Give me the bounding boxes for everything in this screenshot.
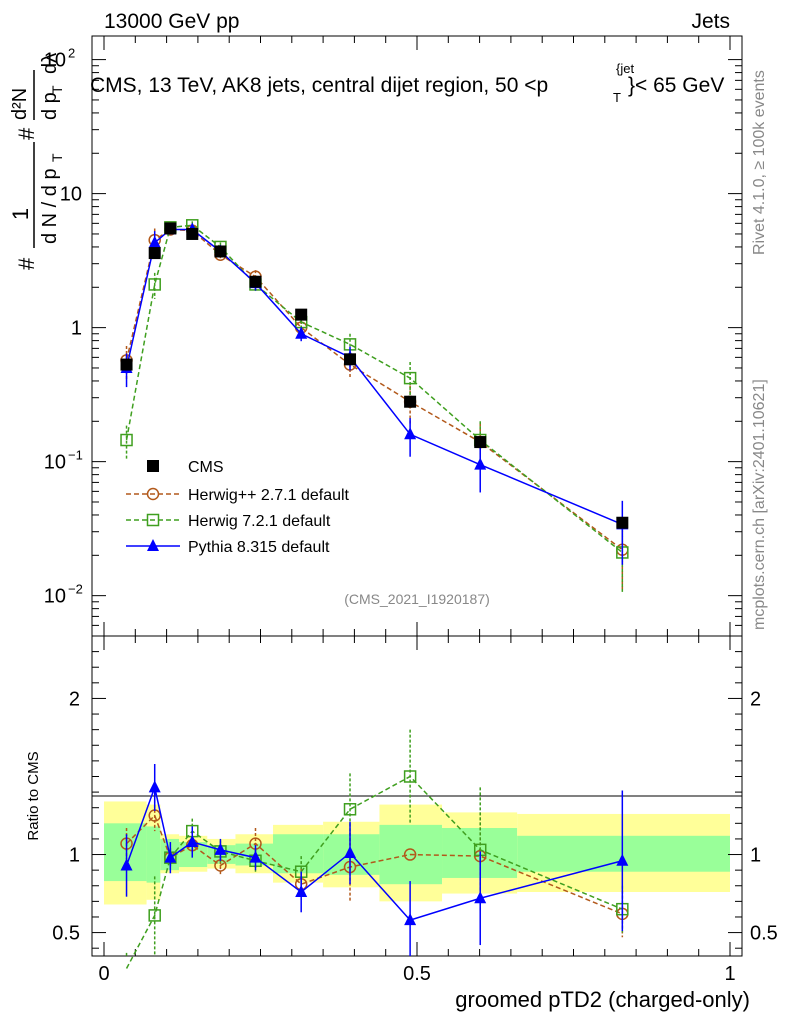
ratio-point-herwig7 [403,770,417,783]
point-pythia [404,427,417,440]
legend: CMS Herwig++ 2.7.1 default Herwig 7.2.1 de… [126,459,350,556]
line-pythia [125,228,623,526]
rivet-version: Rivet 4.1.0, ≥ 100k events [751,70,768,255]
legend-label: CMS [188,459,224,476]
y-tick-exponent: 2 [68,46,75,61]
y-tick-label: 10 [44,586,66,608]
ratio-tick-label-right: 2 [750,688,761,710]
legend-entry-herwig7: Herwig 7.2.1 default [126,513,331,530]
ratio-tick-label: 0.5 [52,923,80,945]
ratio-point-herwig7 [148,909,161,922]
x-tick-label: 0.5 [403,963,431,985]
x-tick-label: 0 [98,963,109,985]
point-data [249,275,262,288]
point-pythia [474,457,487,470]
point-data [295,308,308,321]
y-tick-label: 1 [71,318,82,340]
title-end: }< 65 GeV [628,74,724,97]
plot-title: CMS, 13 TeV, AK8 jets, central dijet reg… [90,61,724,105]
point-data [474,436,487,449]
ylabel-hash: # [14,257,39,270]
category-label: Jets [691,10,730,33]
band-inner-bin [104,823,147,882]
y-tick-label: 10 [44,50,66,72]
ylabel-frac-den: d N / d p [39,168,61,244]
ratio-uncertainty-bands [104,801,730,905]
ratio-point-pythia [186,835,199,848]
ratio-point-pythia [164,850,177,863]
title-main: CMS, 13 TeV, AK8 jets, central dijet reg… [90,74,548,97]
ratio-point-pythia [148,780,161,793]
point-herwig7 [120,433,133,447]
ratio-point-pythia [295,885,308,897]
point-data [616,516,629,529]
legend-marker [146,487,160,501]
point-data [344,353,357,366]
legend-entry-pythia: Pythia 8.315 default [126,539,330,556]
ylabel-frac-num: 1 [8,208,33,220]
y-tick-label: 10 [44,452,66,474]
ylabel-dl: dλ [39,53,61,74]
line-herwig7 [125,224,623,554]
ratio-point-pythia [404,913,417,926]
ratio-point-pythia [344,845,357,858]
ratio-tick-label-right: 0.5 [750,923,778,945]
point-data [404,395,417,408]
legend-label: Pythia 8.315 default [188,539,330,556]
y-tick-exponent: −1 [68,448,83,463]
series-data [120,222,629,529]
point-pythia [148,235,161,248]
point-data [164,222,177,235]
ylabel-frac-sub: T [49,153,65,162]
analysis-id: (CMS_2021_I1920187) [344,591,490,607]
y-tick-exponent: −2 [68,582,83,597]
x-axis-label: groomed pTD2 (charged-only) [455,987,750,1012]
band-inner-bin [146,826,161,883]
point-data [214,245,227,258]
ylabel-dpt-sub: T [49,85,65,94]
site-label: mcplots.cern.ch [arXiv:2401.10621] [751,379,768,630]
ylabel-d2n: d²N [9,88,31,120]
x-tick-label: 1 [724,963,735,985]
ratio-point-pythia [214,842,227,855]
legend-marker [146,513,160,527]
point-data [186,227,199,240]
legend-marker [147,460,159,472]
y-tick-label: 10 [60,184,82,206]
energy-label: 13000 GeV pp [104,10,239,33]
legend-label: Herwig 7.2.1 default [188,513,331,530]
legend-entry-herwigpp: Herwig++ 2.7.1 default [126,487,350,504]
ylabel-hash-2: # [14,127,39,140]
ratio-tick-label: 1 [69,845,80,867]
point-pythia [295,326,308,339]
ratio-tick-label-right: 1 [750,845,761,867]
legend-label: Herwig++ 2.7.1 default [188,487,350,504]
ratio-point-pythia [120,858,133,871]
point-herwig7 [148,278,161,291]
title-sup: {jet [616,61,634,76]
ratio-point-pythia [249,850,262,863]
ylabel-dpt: d p [39,92,61,120]
ratio-ylabel: Ratio to CMS [25,751,42,840]
main-ylabel: # 1 d N / d p T # d²N d p T dλ [8,53,65,270]
ratio-point-herwig7 [343,803,357,816]
ratio-point-pythia [616,853,629,866]
point-data [148,247,161,260]
ratio-tick-label: 2 [69,688,80,710]
legend-entry-data: CMS [147,459,224,476]
title-sub: T [613,90,621,105]
series-layer [120,219,629,969]
point-data [120,358,133,371]
ratio-point-pythia [474,891,487,904]
ratio-point-herwigpp [403,848,417,861]
band-inner-bin [517,835,730,872]
legend-marker [147,539,159,551]
point-herwig7 [403,371,417,385]
